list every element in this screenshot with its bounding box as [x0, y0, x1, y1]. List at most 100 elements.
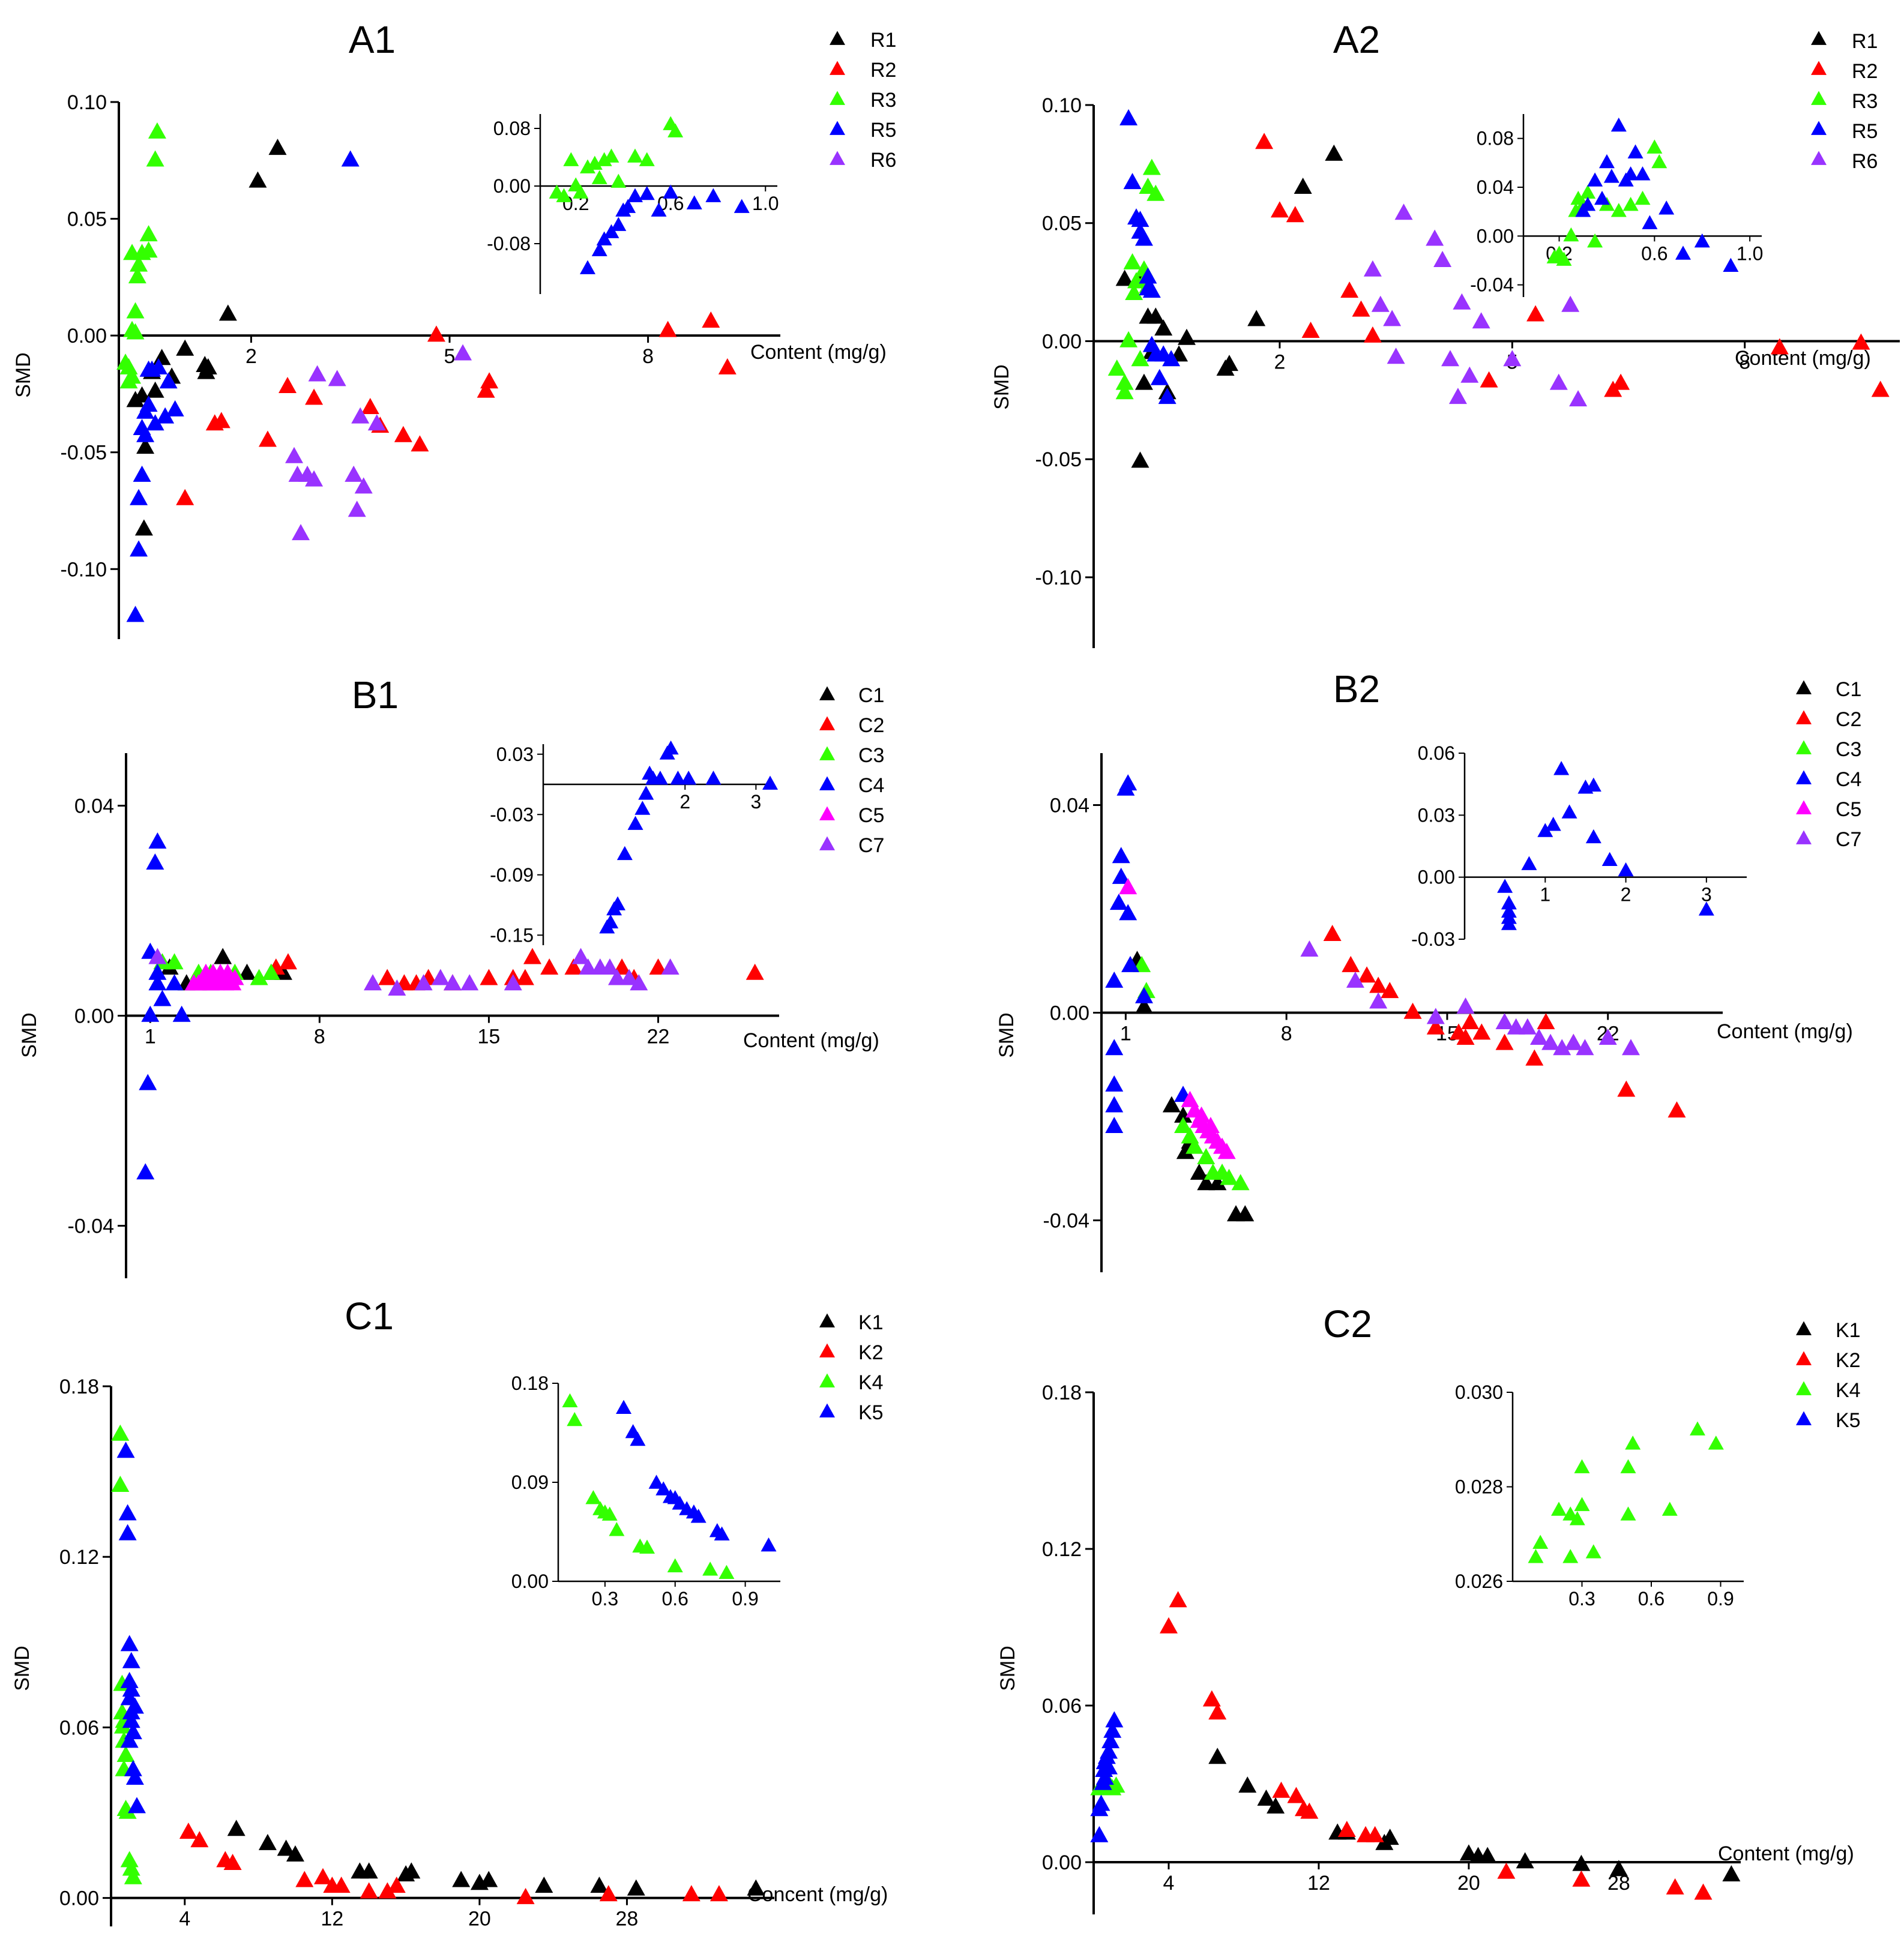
data-point [1403, 1002, 1422, 1019]
inset-data-point [1574, 1459, 1590, 1473]
data-point [1146, 307, 1165, 324]
data-point [1176, 1143, 1195, 1159]
data-point [364, 974, 382, 991]
legend-marker [830, 121, 845, 135]
data-point [153, 990, 172, 1006]
legend-label: C2 [1836, 708, 1861, 731]
legend-label: K5 [1836, 1409, 1861, 1432]
y-tick-label: 0.00 [67, 325, 107, 347]
legend-marker [819, 776, 835, 790]
data-point [1323, 925, 1342, 942]
inset-data-point [591, 242, 607, 256]
data-point [1105, 1039, 1124, 1056]
data-point [116, 1441, 135, 1458]
inset-plot: 0.080.040.00-0.040.20.61.0 [1470, 114, 1763, 297]
inset-data-point [1634, 166, 1651, 181]
x-tick-label: 8 [642, 345, 654, 368]
legend-label: R1 [1852, 30, 1878, 53]
x-tick-label: 8 [1281, 1023, 1292, 1045]
inset-data-point [1723, 257, 1739, 272]
data-point [156, 407, 175, 424]
data-point [111, 1424, 130, 1441]
data-point [1208, 1174, 1227, 1191]
data-point [124, 1868, 142, 1884]
inset-data-point [762, 775, 778, 790]
inset-data-point [1634, 190, 1651, 205]
y-tick-label: 0.06 [1042, 1695, 1082, 1718]
inset-data-point [563, 152, 579, 166]
data-point [176, 339, 194, 356]
inset-data-point [610, 173, 627, 188]
y-tick-label: -0.04 [1043, 1210, 1090, 1233]
legend-label: C5 [858, 804, 884, 827]
data-point [1598, 1029, 1617, 1045]
legend-label: C4 [858, 774, 884, 797]
y-tick-label: 0.05 [1042, 212, 1082, 235]
x-tick-label: 4 [179, 1908, 190, 1931]
series-c5 [184, 963, 244, 991]
data-point [1119, 109, 1138, 125]
inset-x-tick-label: 1.0 [1737, 242, 1763, 264]
data-point [630, 974, 648, 991]
y-tick-label: 0.04 [1050, 795, 1089, 817]
data-point [1095, 1769, 1114, 1785]
data-point [152, 349, 171, 365]
data-point [279, 376, 297, 393]
data-point [258, 430, 277, 447]
inset-data-point [1594, 190, 1610, 205]
inset-data-point [556, 188, 572, 202]
series-c4 [1105, 774, 1193, 1134]
data-point [627, 1879, 645, 1896]
x-tick-label: 28 [616, 1908, 639, 1931]
legend-marker [1796, 1351, 1812, 1365]
data-point [1192, 1106, 1211, 1123]
data-point [130, 540, 148, 557]
inset-data-point [1646, 139, 1663, 154]
data-point [133, 386, 151, 403]
data-point [1174, 1106, 1193, 1123]
legend-label: C1 [1836, 678, 1861, 701]
data-point [305, 470, 324, 487]
data-point [1426, 229, 1444, 246]
data-point [747, 1879, 765, 1896]
data-point [1139, 267, 1157, 284]
inset-data-point [714, 1526, 730, 1541]
data-point [535, 1876, 553, 1893]
legend-label: K2 [1836, 1349, 1861, 1372]
data-point [1134, 373, 1153, 390]
data-point [1576, 1039, 1594, 1056]
legend-marker [1811, 31, 1827, 45]
series-c7 [1300, 940, 1640, 1056]
inset-data-point [672, 1496, 688, 1510]
data-point [1107, 359, 1126, 376]
series-r3 [116, 122, 166, 389]
data-point [1162, 350, 1181, 367]
data-point [682, 1885, 700, 1902]
data-point [1133, 955, 1151, 972]
inset-data-point [562, 1393, 578, 1408]
data-point [1115, 383, 1134, 400]
data-point [1363, 260, 1382, 277]
data-point [1255, 133, 1274, 149]
series-r2 [176, 311, 737, 505]
inset-data-point [1569, 1511, 1585, 1526]
inset-data-point [652, 771, 668, 785]
data-point [295, 1871, 314, 1887]
data-point [1105, 1075, 1124, 1092]
data-point [360, 1882, 378, 1899]
data-point [1142, 158, 1161, 175]
y-tick-label: 0.00 [74, 1005, 114, 1028]
data-point [1158, 388, 1176, 404]
inset-series-c4 [599, 740, 778, 934]
data-point [1119, 904, 1137, 921]
data-point [1537, 1013, 1555, 1030]
panel-title: C2 [1323, 1302, 1372, 1345]
inset-x-tick-label: 0.6 [661, 1588, 688, 1610]
data-point [504, 974, 522, 991]
data-point [141, 1005, 160, 1022]
legend-marker [819, 1313, 835, 1327]
y-tick-label: -0.04 [68, 1215, 115, 1238]
data-point [649, 958, 667, 975]
data-point [1609, 1860, 1628, 1877]
inset-x-tick-label: 0.9 [732, 1588, 758, 1610]
